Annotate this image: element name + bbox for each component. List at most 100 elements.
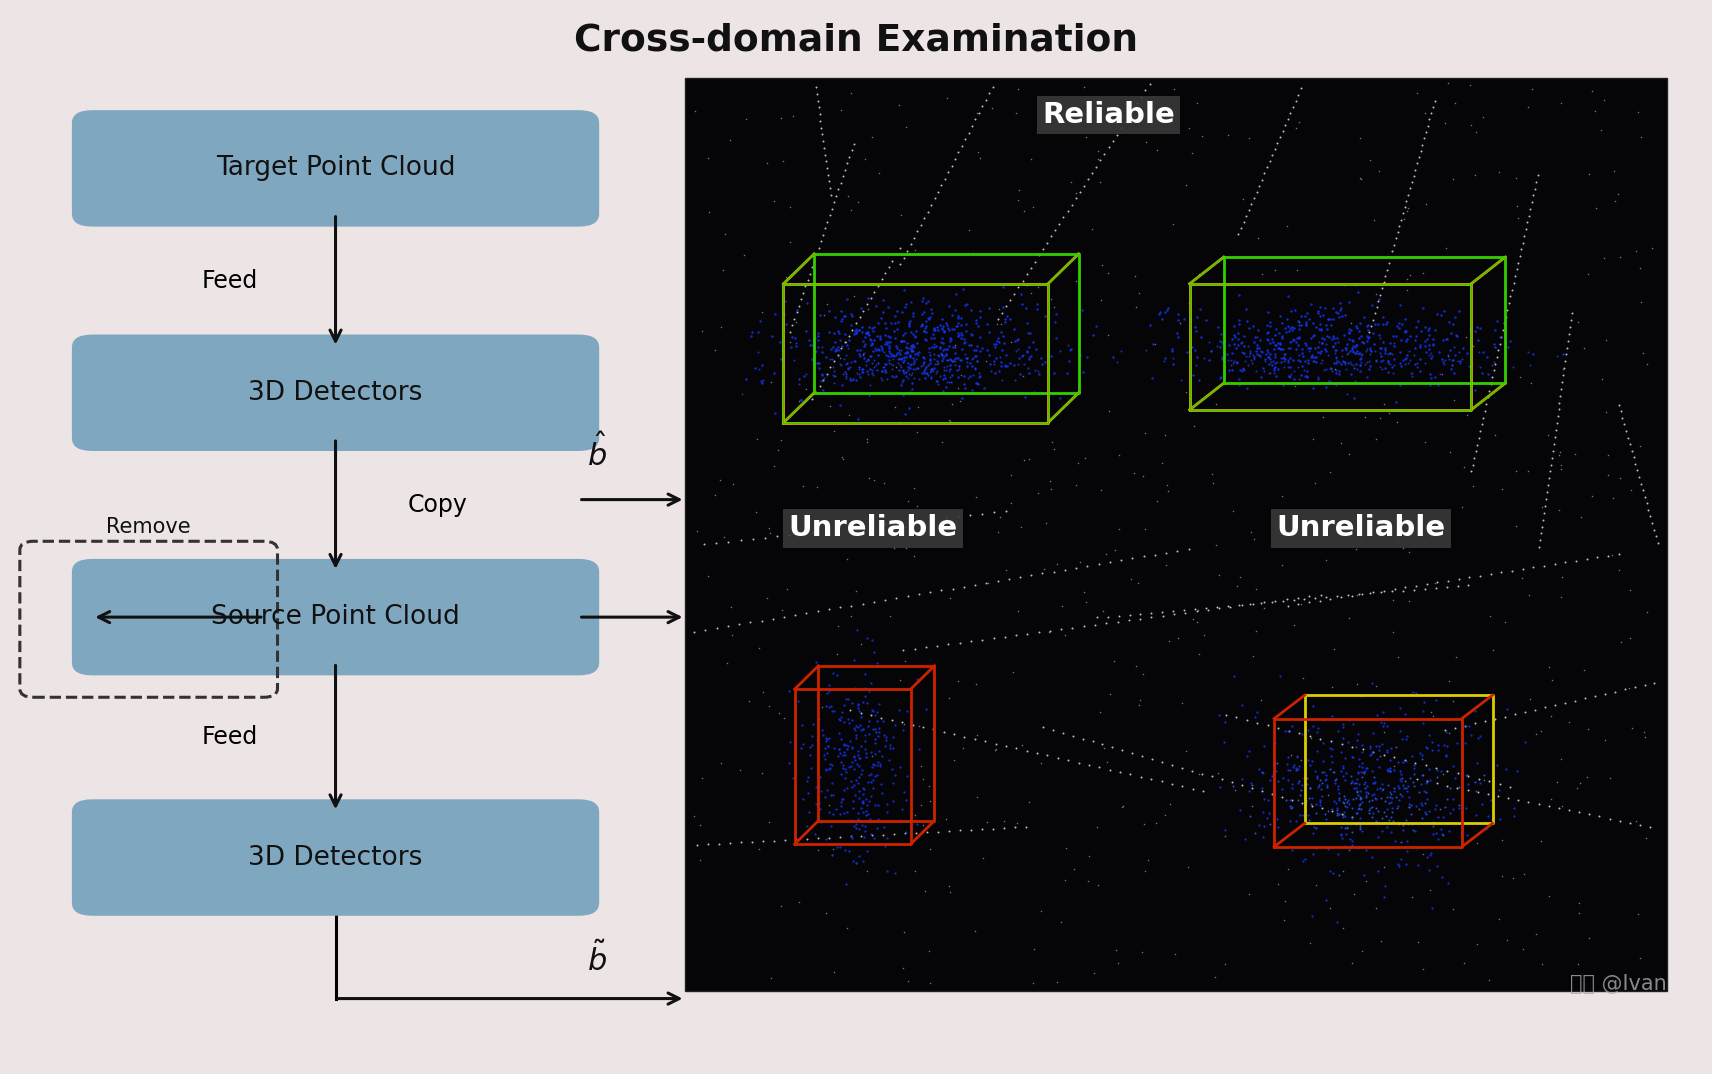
Point bbox=[1371, 877, 1399, 895]
Point bbox=[1150, 349, 1178, 366]
Point bbox=[704, 620, 731, 637]
Point bbox=[1229, 777, 1257, 794]
Point bbox=[868, 342, 895, 359]
Point bbox=[1344, 764, 1371, 781]
Point bbox=[1282, 761, 1310, 779]
Point bbox=[1409, 767, 1436, 784]
Point bbox=[897, 347, 924, 364]
Point bbox=[950, 280, 978, 297]
Point bbox=[782, 304, 810, 321]
Point bbox=[1404, 857, 1431, 874]
Point bbox=[1551, 360, 1578, 377]
Point bbox=[1537, 790, 1565, 808]
Point bbox=[1228, 343, 1255, 360]
Point bbox=[772, 268, 800, 286]
Point bbox=[1079, 326, 1106, 344]
Point bbox=[782, 831, 810, 848]
Point bbox=[1323, 914, 1351, 931]
Point bbox=[938, 395, 966, 412]
Point bbox=[1626, 949, 1654, 967]
Point bbox=[1359, 774, 1387, 792]
Point bbox=[1265, 818, 1293, 836]
Point bbox=[1508, 234, 1536, 251]
Point bbox=[716, 132, 743, 149]
Point bbox=[1274, 287, 1301, 304]
Point bbox=[734, 693, 762, 710]
Point bbox=[1318, 310, 1346, 328]
Point bbox=[964, 144, 991, 161]
Point bbox=[1416, 760, 1443, 778]
Point bbox=[894, 344, 921, 361]
Point bbox=[726, 615, 753, 633]
Point bbox=[1632, 677, 1659, 694]
Point bbox=[877, 740, 904, 757]
Point bbox=[1512, 734, 1539, 751]
Point bbox=[806, 813, 834, 830]
Point bbox=[801, 815, 829, 832]
Point bbox=[1010, 451, 1037, 468]
Point bbox=[1383, 534, 1411, 551]
Point bbox=[1209, 771, 1236, 788]
Point bbox=[1039, 297, 1067, 315]
Point bbox=[1318, 362, 1346, 379]
Point bbox=[892, 792, 919, 809]
Point bbox=[865, 811, 892, 828]
Point bbox=[1262, 592, 1289, 609]
Point bbox=[919, 510, 947, 527]
Point bbox=[827, 349, 854, 366]
Point bbox=[1248, 344, 1275, 361]
Point bbox=[1370, 782, 1397, 799]
Point bbox=[1303, 769, 1330, 786]
Point bbox=[1306, 315, 1334, 332]
Text: 3D Detectors: 3D Detectors bbox=[248, 380, 423, 406]
Point bbox=[1275, 339, 1303, 357]
Point bbox=[1041, 364, 1068, 381]
Point bbox=[1275, 367, 1303, 384]
Point bbox=[1400, 168, 1428, 185]
Point bbox=[1152, 545, 1180, 562]
Point bbox=[1330, 803, 1358, 821]
Point bbox=[930, 322, 957, 339]
Point bbox=[930, 369, 957, 387]
Point bbox=[866, 328, 894, 345]
Point bbox=[1599, 546, 1626, 563]
Point bbox=[1207, 338, 1234, 355]
Point bbox=[1070, 583, 1097, 600]
Point bbox=[1383, 788, 1411, 806]
Point bbox=[844, 696, 871, 713]
Point bbox=[1347, 790, 1375, 808]
Point bbox=[1553, 339, 1580, 357]
Point bbox=[1204, 598, 1231, 615]
Point bbox=[1385, 797, 1412, 814]
Point bbox=[1320, 300, 1347, 317]
Point bbox=[1303, 796, 1330, 813]
Point bbox=[969, 821, 996, 838]
Point bbox=[1299, 697, 1327, 714]
Point bbox=[822, 340, 849, 358]
Point bbox=[798, 759, 825, 777]
Point bbox=[1537, 449, 1565, 466]
Point bbox=[1436, 804, 1464, 822]
Point bbox=[830, 364, 858, 381]
Point bbox=[1370, 315, 1397, 332]
Point bbox=[991, 310, 1019, 328]
Point bbox=[1126, 692, 1154, 709]
Point bbox=[820, 367, 847, 384]
Point bbox=[764, 527, 791, 545]
Point bbox=[1503, 169, 1531, 186]
Point bbox=[1236, 885, 1263, 902]
Point bbox=[1346, 786, 1373, 803]
Point bbox=[1315, 372, 1342, 389]
Point bbox=[883, 339, 911, 357]
Point bbox=[926, 367, 954, 384]
Point bbox=[1464, 332, 1491, 349]
Point bbox=[1352, 333, 1380, 350]
Point bbox=[1371, 267, 1399, 285]
Point bbox=[832, 691, 859, 708]
Point bbox=[1239, 648, 1267, 665]
Point bbox=[947, 393, 974, 410]
Point bbox=[1572, 690, 1599, 707]
Point bbox=[1269, 788, 1296, 806]
Point bbox=[1361, 212, 1388, 229]
Point bbox=[1104, 353, 1132, 371]
